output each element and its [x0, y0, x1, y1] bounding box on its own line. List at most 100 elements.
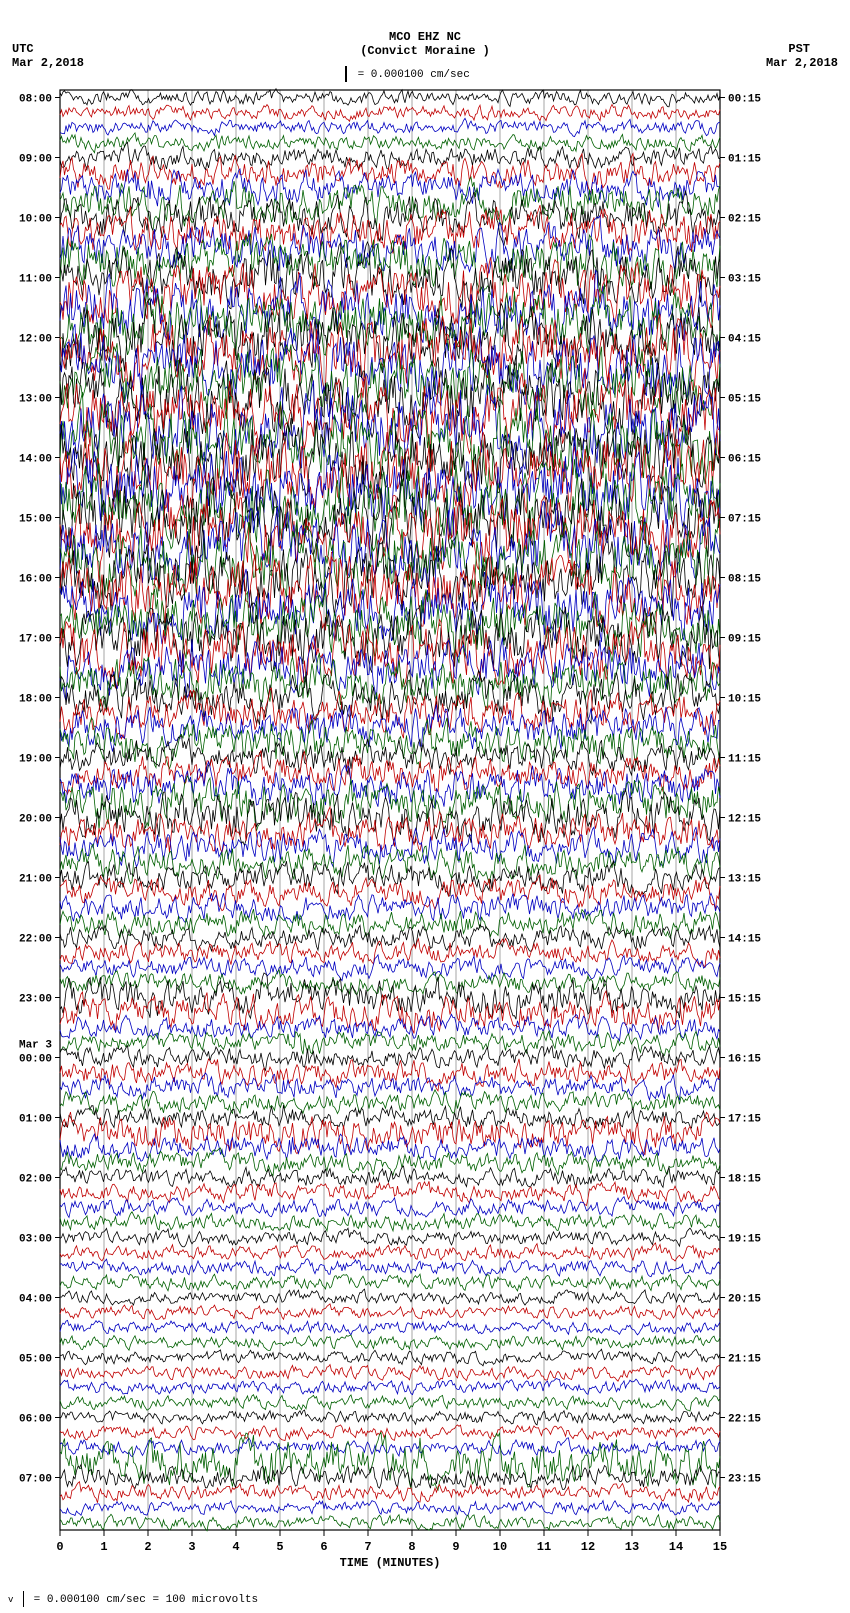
svg-text:1: 1 — [100, 1540, 107, 1554]
svg-text:14: 14 — [669, 1540, 683, 1554]
trace-row — [60, 1105, 720, 1128]
utc-time-label: 19:00 — [19, 754, 52, 766]
pst-time-label: 06:15 — [728, 454, 761, 466]
trace-row — [60, 1395, 720, 1411]
utc-time-label: 04:00 — [19, 1294, 52, 1306]
pst-time-label: 11:15 — [728, 754, 761, 766]
trace-row — [60, 1212, 720, 1231]
trace-row — [60, 1259, 720, 1277]
trace-row — [60, 89, 720, 107]
trace-row — [60, 1014, 720, 1041]
trace-row — [60, 1349, 720, 1366]
trace-row — [60, 1425, 720, 1441]
pst-time-label: 20:15 — [728, 1294, 761, 1306]
svg-text:13: 13 — [625, 1540, 639, 1554]
trace-row — [60, 1379, 720, 1395]
pst-time-label: 19:15 — [728, 1234, 761, 1246]
trace-row — [60, 844, 720, 884]
trace-row — [60, 133, 720, 153]
pst-time-label: 07:15 — [728, 514, 761, 526]
svg-text:0: 0 — [56, 1540, 63, 1554]
utc-time-label: 23:00 — [19, 994, 52, 1006]
utc-time-label: 16:00 — [19, 574, 52, 586]
seismogram-container: MCO EHZ NC (Convict Moraine ) = 0.000100… — [0, 0, 850, 1613]
pst-time-label: 02:15 — [728, 214, 761, 226]
svg-text:4: 4 — [232, 1540, 239, 1554]
utc-time-label: 10:00 — [19, 214, 52, 226]
pst-time-label: 14:15 — [728, 934, 761, 946]
pst-time-label: 12:15 — [728, 814, 761, 826]
trace-row — [60, 1197, 720, 1218]
pst-time-label: 03:15 — [728, 274, 761, 286]
trace-row — [60, 718, 720, 769]
pst-time-label: 21:15 — [728, 1354, 761, 1366]
trace-row — [60, 118, 720, 136]
trace-row — [60, 1410, 720, 1425]
trace-row — [60, 1482, 720, 1503]
utc-time-label: 05:00 — [19, 1354, 52, 1366]
seismogram-plot: 0123456789101112131415TIME (MINUTES)08:0… — [0, 0, 850, 1613]
utc-time-label: 12:00 — [19, 334, 52, 346]
pst-time-label: 00:15 — [728, 94, 761, 106]
svg-text:7: 7 — [364, 1540, 371, 1554]
footer-note: v = 0.000100 cm/sec = 100 microvolts — [8, 1591, 258, 1607]
utc-time-label: 07:00 — [19, 1474, 52, 1486]
date-marker: Mar 3 — [19, 1040, 52, 1052]
utc-time-label: 17:00 — [19, 634, 52, 646]
pst-time-label: 22:15 — [728, 1414, 761, 1426]
pst-time-label: 17:15 — [728, 1114, 761, 1126]
utc-time-label: 03:00 — [19, 1234, 52, 1246]
pst-time-label: 04:15 — [728, 334, 761, 346]
trace-row — [60, 1335, 720, 1351]
trace-row — [60, 1438, 720, 1457]
trace-row — [60, 1289, 720, 1305]
pst-time-label: 18:15 — [728, 1174, 761, 1186]
utc-time-label: 09:00 — [19, 154, 52, 166]
pst-time-label: 01:15 — [728, 154, 761, 166]
pst-time-label: 09:15 — [728, 634, 761, 646]
trace-row — [60, 1304, 720, 1320]
trace-row — [60, 1243, 720, 1261]
utc-time-label: 08:00 — [19, 94, 52, 106]
utc-time-label: 13:00 — [19, 394, 52, 406]
utc-time-label: 11:00 — [19, 274, 52, 286]
trace-row — [60, 909, 720, 938]
trace-row — [60, 1501, 720, 1516]
utc-time-label: 18:00 — [19, 694, 52, 706]
pst-time-label: 15:15 — [728, 994, 761, 1006]
trace-row — [60, 205, 720, 255]
trace-row — [60, 1365, 720, 1382]
utc-time-label: 06:00 — [19, 1414, 52, 1426]
utc-time-label: 00:00 — [19, 1054, 52, 1066]
utc-time-label: 02:00 — [19, 1174, 52, 1186]
trace-row — [60, 1274, 720, 1291]
trace-row — [60, 762, 720, 808]
utc-time-label: 20:00 — [19, 814, 52, 826]
svg-text:TIME (MINUTES): TIME (MINUTES) — [340, 1556, 441, 1570]
trace-row — [60, 1514, 720, 1531]
utc-time-label: 01:00 — [19, 1114, 52, 1126]
pst-time-label: 05:15 — [728, 394, 761, 406]
svg-text:11: 11 — [537, 1540, 551, 1554]
utc-time-label: 15:00 — [19, 514, 52, 526]
pst-time-label: 10:15 — [728, 694, 761, 706]
trace-row — [60, 1320, 720, 1335]
trace-row — [60, 1181, 720, 1205]
utc-time-label: 22:00 — [19, 934, 52, 946]
trace-row — [60, 105, 720, 122]
utc-time-label: 14:00 — [19, 454, 52, 466]
trace-row — [60, 270, 720, 345]
svg-text:9: 9 — [452, 1540, 459, 1554]
svg-text:8: 8 — [408, 1540, 415, 1554]
pst-time-label: 23:15 — [728, 1474, 761, 1486]
pst-time-label: 16:15 — [728, 1054, 761, 1066]
pst-time-label: 08:15 — [728, 574, 761, 586]
trace-row — [60, 736, 720, 775]
utc-time-label: 21:00 — [19, 874, 52, 886]
trace-row — [60, 1134, 720, 1162]
trace-row — [60, 1228, 720, 1247]
trace-row — [60, 1046, 720, 1071]
svg-text:3: 3 — [188, 1540, 195, 1554]
svg-text:2: 2 — [144, 1540, 151, 1554]
svg-text:10: 10 — [493, 1540, 507, 1554]
